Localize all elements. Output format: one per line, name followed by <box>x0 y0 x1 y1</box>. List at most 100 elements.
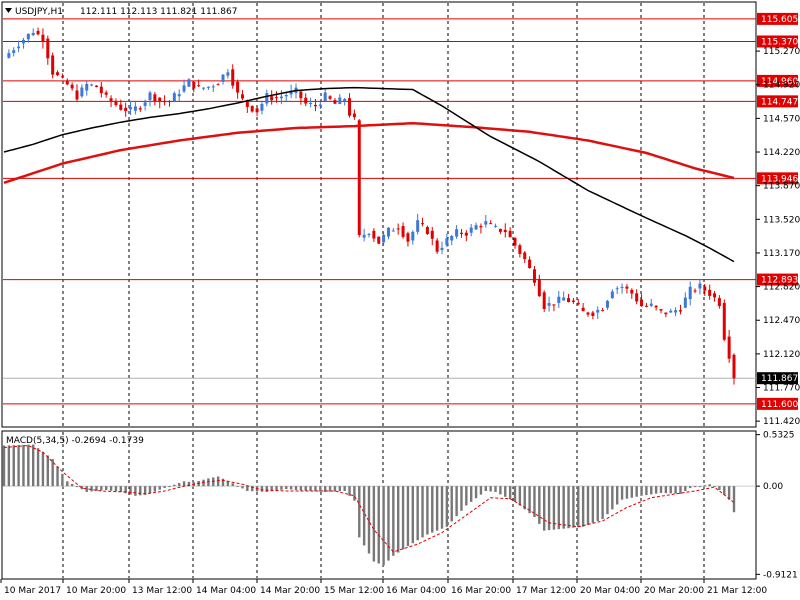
candle-bull <box>688 286 692 300</box>
macd-bar <box>426 486 429 535</box>
candle-bear <box>401 226 405 237</box>
collapse-triangle-icon[interactable] <box>5 8 12 13</box>
moving-averages <box>3 86 735 263</box>
candle-bear <box>348 98 352 116</box>
y-tick-label: 112.820 <box>763 283 800 293</box>
macd-bar <box>241 486 244 489</box>
current-price-label-bg <box>757 372 798 385</box>
candle-bear <box>124 107 128 112</box>
macd-bar <box>723 486 726 495</box>
vertical-grid <box>62 3 705 578</box>
candle-bull <box>177 94 181 97</box>
candle-bull <box>557 296 561 303</box>
macd-bar <box>178 483 181 487</box>
level-label: 114.747 <box>761 97 798 107</box>
candle-bear <box>732 354 736 379</box>
candle-bull <box>26 33 30 40</box>
macd-bar <box>562 486 565 529</box>
macd-bar <box>479 486 483 495</box>
macd-bar <box>494 486 497 492</box>
candle-bull <box>265 93 269 104</box>
y-tick-label: 112.120 <box>763 350 800 360</box>
candle-bear <box>727 336 731 359</box>
macd-bar <box>401 486 405 550</box>
macd-bar <box>397 486 400 553</box>
level-label: 113.946 <box>761 174 798 184</box>
candle-bull <box>129 107 133 110</box>
candle-bull <box>133 106 137 111</box>
candle-bull <box>674 310 678 313</box>
candle-bear <box>270 96 274 101</box>
candle-bear <box>552 304 556 306</box>
level-label-bg <box>757 74 798 87</box>
moving-average-fast <box>3 86 735 263</box>
macd-bar <box>620 486 624 500</box>
candle-bear <box>138 108 142 110</box>
macd-bar <box>586 486 590 525</box>
macd-bar <box>406 486 410 547</box>
candle-bear <box>56 72 60 76</box>
candle-bull <box>17 46 21 49</box>
y-tick-label: 114.920 <box>763 81 800 91</box>
candle-bull <box>440 247 444 251</box>
x-tick-label: 13 Mar 12:00 <box>132 586 192 596</box>
macd-bar <box>66 481 69 487</box>
macd-bar <box>27 444 30 487</box>
candle-bear <box>693 290 697 292</box>
candle-bull <box>484 221 488 225</box>
candle-bull <box>221 74 225 82</box>
macd-bar <box>460 486 463 511</box>
macd-bar <box>489 486 492 492</box>
candle-bear <box>163 101 167 103</box>
macd-bar <box>504 486 507 497</box>
candle-bear <box>703 286 707 291</box>
horizontal-levels: 115.605 115.370 114.960 114.747 113.946 112.8… <box>3 12 798 410</box>
macd-bar <box>625 486 629 499</box>
macd-bar <box>143 486 147 495</box>
macd-bar <box>606 486 609 515</box>
candle-bear <box>523 252 527 260</box>
macd-bar <box>382 486 385 566</box>
candle-bull <box>309 102 313 104</box>
candle-bear <box>313 104 317 107</box>
candle-bear <box>659 309 663 311</box>
macd-bar <box>129 486 132 495</box>
candle-bear <box>377 236 381 244</box>
level-label-bg <box>757 12 798 25</box>
macd-bar <box>552 486 556 530</box>
macd-bar <box>513 486 517 502</box>
macd-bar <box>85 486 88 492</box>
candle-bear <box>119 104 123 110</box>
macd-bar <box>95 486 98 491</box>
macd-bar <box>299 486 303 491</box>
macd-bar <box>708 484 711 487</box>
candle-bull <box>7 53 11 58</box>
macd-bar <box>90 486 93 492</box>
candle-bull <box>211 86 215 88</box>
level-label: 115.370 <box>761 37 798 47</box>
macd-bar <box>581 486 585 527</box>
candle-bull <box>562 297 566 301</box>
candle-bull <box>206 86 210 88</box>
candle-bear <box>654 305 658 308</box>
macd-bar <box>367 486 371 554</box>
candle-bear <box>255 108 259 113</box>
macd-bar <box>431 486 434 533</box>
macd-bar <box>616 486 619 505</box>
level-label-bg <box>757 35 798 48</box>
candle-bear <box>99 86 103 94</box>
candle-bull <box>289 90 293 95</box>
x-tick-label: 20 Mar 20:00 <box>644 586 704 596</box>
candle-bull <box>469 227 473 233</box>
macd-signal-line <box>3 444 735 553</box>
x-tick-label: 16 Mar 20:00 <box>451 586 511 596</box>
candle-bull <box>85 83 89 91</box>
macd-bar <box>289 486 293 490</box>
macd-bar <box>309 486 312 492</box>
macd-bar <box>338 486 341 492</box>
candle-bear <box>567 298 571 302</box>
macd-bar <box>348 486 351 496</box>
candle-bear <box>489 223 493 225</box>
macd-bar <box>416 486 419 541</box>
